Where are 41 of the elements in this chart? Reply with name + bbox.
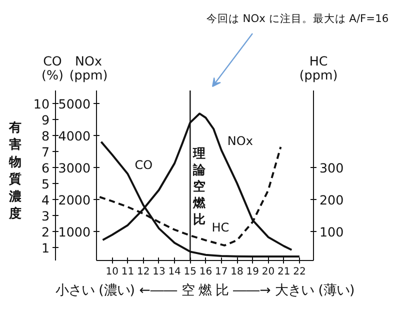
y3-tick-label: 200 — [320, 192, 344, 208]
series-label: HC — [212, 220, 230, 234]
y-tick-label: 5 — [41, 176, 50, 192]
text: 有害物質濃度 — [8, 119, 22, 221]
y-tick-label: 4 — [41, 192, 50, 208]
y-tick-label: 7 — [41, 144, 50, 160]
ref-line-label: 理論空燃比 — [192, 146, 208, 226]
y-tick-label: 6 — [41, 160, 50, 176]
y-tick-label: 10 — [33, 96, 50, 112]
y-axis-title: CO (%) — [42, 53, 64, 82]
x-tick-label: 20 — [262, 266, 275, 278]
y3-tick-label: 300 — [320, 160, 344, 176]
x-tick-label: 13 — [152, 266, 166, 278]
x-axis-title: 小さい (濃い) ←―― 空 燃 比 ――→ 大きい (薄い) — [55, 284, 355, 298]
y-tick-label: 9 — [41, 112, 50, 128]
y3-axis-title: HC (ppm) — [299, 53, 338, 82]
y-tick-label: 2 — [41, 224, 50, 240]
x-tick-label: 21 — [277, 266, 290, 278]
series-label: CO — [134, 158, 153, 172]
y-tick-label: 3 — [41, 208, 50, 224]
x-tick-label: 10 — [106, 266, 118, 278]
y-tick-label: 1 — [41, 240, 50, 256]
y2-tick-label: 5000 — [58, 96, 91, 112]
x-tick-label: 11 — [121, 266, 134, 278]
x-tick-label: 16 — [199, 266, 212, 278]
y2-tick-label: 2000 — [58, 192, 91, 208]
y-tick-label: 8 — [41, 128, 50, 144]
y2-tick-label: 4000 — [58, 128, 91, 144]
x-tick-label: 14 — [168, 266, 181, 278]
x-tick-label: 19 — [246, 266, 259, 278]
x-tick-label: 18 — [230, 266, 244, 278]
text: 今回は NOx に注目。最大は A/F=16 — [206, 12, 389, 25]
y2-tick-label: 1000 — [58, 224, 91, 240]
x-tick-label: 12 — [136, 266, 150, 278]
x-tick-label: 22 — [293, 266, 306, 278]
y2-tick-label: 3000 — [58, 160, 91, 176]
y3-tick-label: 100 — [320, 224, 344, 240]
series-label: NOx — [227, 134, 253, 148]
y2-axis-title: NOx (ppm) — [69, 53, 108, 82]
x-tick-label: 17 — [215, 266, 228, 278]
x-tick-label: 15 — [184, 266, 197, 278]
